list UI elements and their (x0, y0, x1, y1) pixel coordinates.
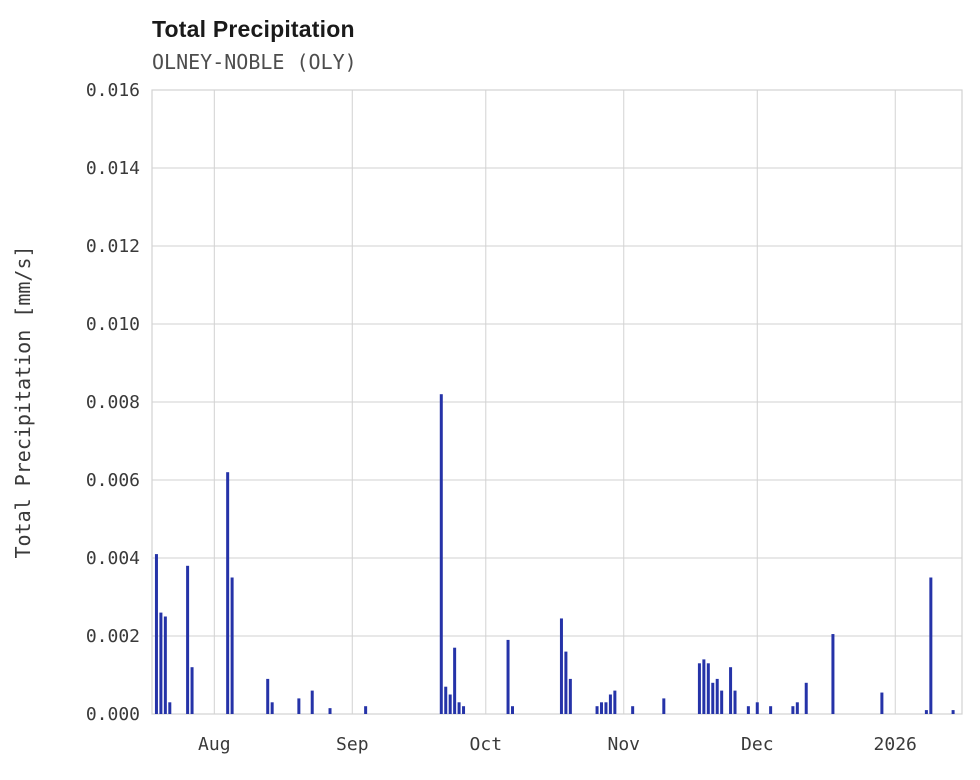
precip-bar (230, 577, 234, 714)
precip-bar (168, 702, 172, 714)
precip-bar (506, 639, 510, 714)
precip-bar (163, 616, 167, 714)
precip-bar (613, 690, 617, 714)
y-tick-label: 0.010 (86, 314, 140, 335)
precip-bar (831, 634, 835, 714)
precip-bar (791, 706, 795, 714)
precip-bar (697, 663, 701, 714)
y-axis-label: Total Precipitation [mm/s] (11, 245, 35, 558)
precip-bar (266, 678, 270, 714)
y-tick-label: 0.012 (86, 236, 140, 257)
y-tick-label: 0.000 (86, 704, 140, 725)
precip-bar (510, 706, 514, 714)
precip-bar (190, 667, 194, 714)
precip-bar (154, 554, 158, 714)
precip-bar (559, 618, 563, 714)
precip-bar (804, 682, 808, 714)
precip-bar (457, 702, 461, 714)
precip-bar (604, 702, 608, 714)
precip-bar (444, 686, 448, 714)
precip-bar (270, 702, 274, 714)
precip-bar (159, 612, 163, 714)
precip-bar (631, 706, 635, 714)
precip-bar (364, 706, 368, 714)
precip-bar (769, 706, 773, 714)
precip-bar (297, 698, 301, 714)
precip-bar (702, 659, 706, 714)
precip-bar (951, 710, 955, 714)
precip-bar (439, 394, 443, 714)
chart-subtitle-station: OLNEY-NOBLE (OLY) (152, 50, 357, 74)
precip-bar (186, 565, 190, 714)
precip-bar (924, 710, 928, 714)
precip-bar (746, 706, 750, 714)
precip-bar (711, 682, 715, 714)
precip-bar (600, 702, 604, 714)
precip-bar (706, 663, 710, 714)
precip-bar (595, 706, 599, 714)
precip-bar (226, 472, 230, 714)
precip-bar (795, 702, 799, 714)
precip-bar (662, 698, 666, 714)
y-tick-label: 0.008 (86, 392, 140, 413)
precip-bar (462, 706, 466, 714)
precip-bar (880, 692, 884, 714)
x-tick-label: 2026 (874, 734, 917, 755)
precip-bar (328, 708, 332, 714)
chart-title: Total Precipitation (152, 16, 355, 42)
y-tick-label: 0.016 (86, 80, 140, 101)
x-tick-label: Oct (470, 734, 503, 755)
precip-bar (310, 690, 314, 714)
precip-bar (729, 667, 733, 714)
y-tick-label: 0.002 (86, 626, 140, 647)
precip-bar (453, 647, 457, 714)
precip-bar (448, 694, 452, 714)
precip-bar (568, 678, 572, 714)
precip-bar (715, 678, 719, 714)
precip-bar (564, 651, 568, 714)
precip-bar (755, 702, 759, 714)
precip-bar (720, 690, 724, 714)
precip-bar (608, 694, 612, 714)
precip-bar (929, 577, 933, 714)
x-tick-label: Nov (608, 734, 641, 755)
precip-bar (733, 690, 737, 714)
y-tick-label: 0.014 (86, 158, 140, 179)
y-tick-label: 0.006 (86, 470, 140, 491)
y-tick-label: 0.004 (86, 548, 140, 569)
x-tick-label: Dec (741, 734, 774, 755)
x-tick-label: Sep (336, 734, 369, 755)
x-tick-label: Aug (198, 734, 231, 755)
